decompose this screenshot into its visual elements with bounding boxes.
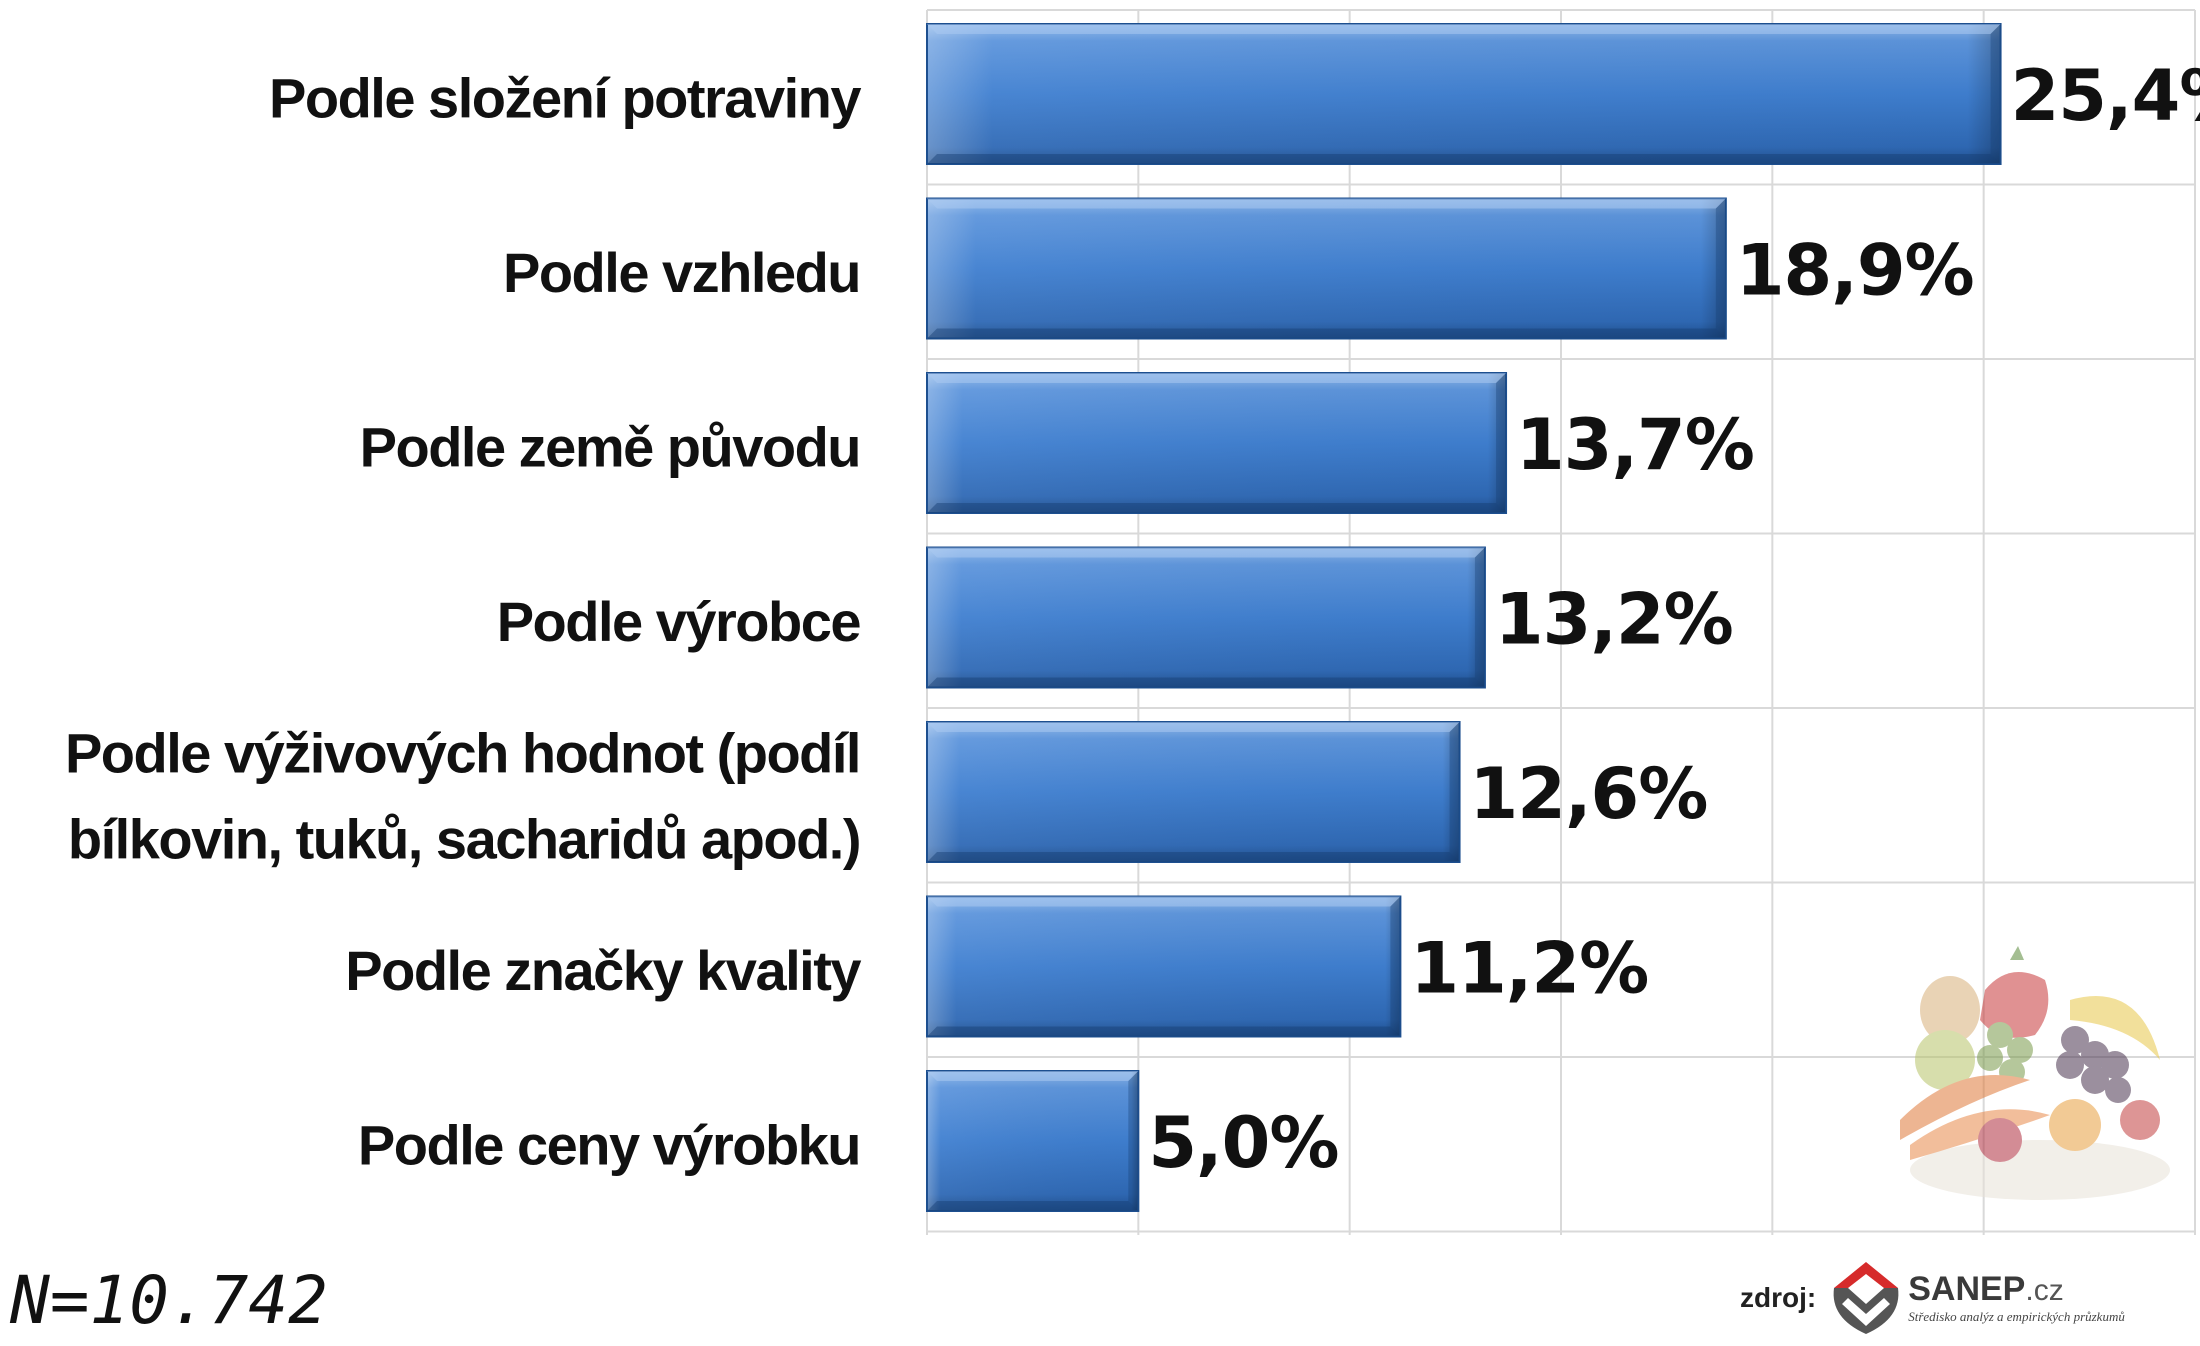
source-prefix: zdroj:: [1740, 1282, 1817, 1313]
category-label: Podle značky kvality: [345, 939, 861, 1002]
category-label: Podle výrobce: [497, 590, 861, 653]
bar: [926, 546, 1486, 689]
category-label: Podle výživových hodnot (podíl: [65, 721, 860, 784]
category-label: Podle složení potraviny: [269, 66, 861, 129]
value-label: 5,0%: [1148, 1102, 1338, 1184]
sanep-brand-name: SANEP: [1908, 1270, 2026, 1308]
sanep-brand: SANEP.cz: [1908, 1271, 2125, 1309]
sanep-tagline: Středisko analýz a empirických průzkumů: [1908, 1309, 2125, 1324]
source-credit: zdroj: SANEP.cz Středisko analýz a empir…: [1740, 1258, 2125, 1338]
sample-size-note: N=10.742: [10, 1262, 328, 1339]
bar: [926, 23, 2002, 165]
value-label: 13,2%: [1495, 579, 1733, 661]
bars: [926, 23, 2002, 1212]
category-labels: Podle složení potraviny Podle vzhledu Podl…: [65, 66, 863, 1176]
category-label: bílkovin, tuků, sacharidů apod.): [68, 807, 860, 870]
sanep-logo-icon: [1833, 1262, 1899, 1334]
value-label: 18,9%: [1736, 230, 1974, 312]
sanep-brand-tld: .cz: [2025, 1274, 2064, 1307]
category-label: Podle vzhledu: [503, 241, 860, 304]
bar: [926, 895, 1402, 1038]
value-label: 11,2%: [1410, 928, 1648, 1010]
category-label: Podle země původu: [360, 415, 860, 478]
fruit-vegetables-image: [1900, 946, 2170, 1200]
category-label: Podle ceny výrobku: [358, 1113, 860, 1176]
bar: [926, 197, 1727, 340]
value-label: 12,6%: [1470, 753, 1708, 835]
value-labels: 25,4% 18,9% 13,7% 13,2% 12,6% 11,2% 5,0%: [1148, 55, 2200, 1184]
bar: [926, 721, 1461, 863]
value-label: 25,4%: [2011, 55, 2200, 137]
bar: [926, 1070, 1140, 1212]
value-label: 13,7%: [1516, 404, 1754, 486]
bar: [926, 372, 1508, 514]
